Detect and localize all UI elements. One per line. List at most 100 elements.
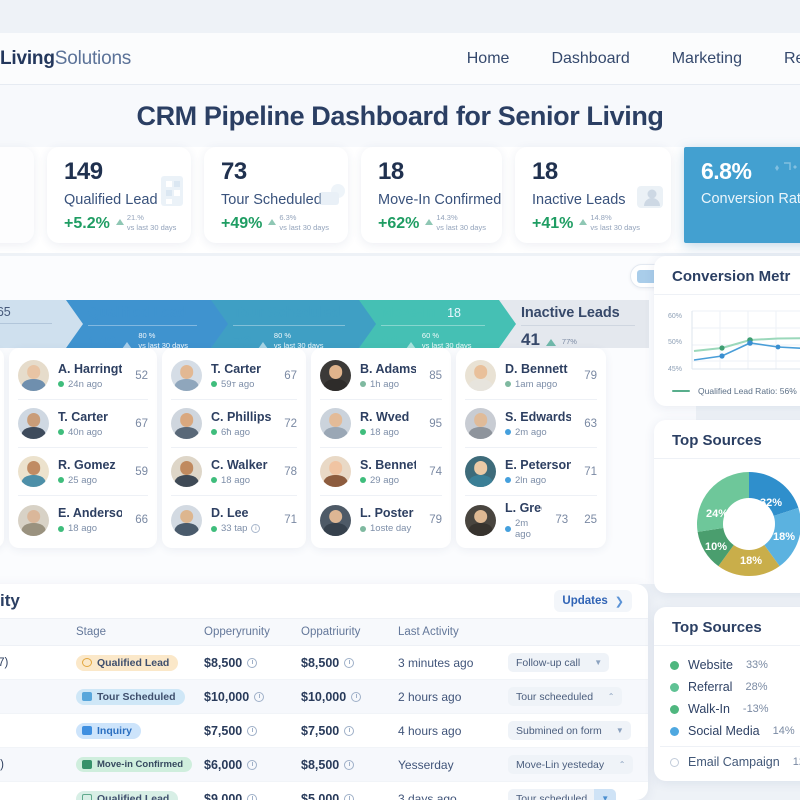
kpi-card-conversion-rate[interactable]: 6.8% Conversion Rate: [684, 147, 800, 243]
nav-link-reports[interactable]: Reports: [783, 49, 800, 67]
pipeline-column-qualified-lead[interactable]: A. Harrington 24n ago 52 T. Carter 40n a…: [9, 348, 157, 548]
kpi-card-partial-left[interactable]: [0, 147, 34, 243]
brand-light: Solutions: [54, 47, 132, 69]
chevron-down-icon[interactable]: ⌃: [607, 692, 615, 701]
updates-button[interactable]: Updates ❯: [554, 590, 632, 612]
avatar: [320, 456, 351, 487]
source-item-walk-in[interactable]: Walk-In -13%: [660, 698, 800, 720]
lead-card[interactable]: T. Carter 59т ago 67: [171, 352, 297, 400]
kpi-card-move-in-confirmed[interactable]: 18 Move-In Confirmed +62% 14.3% vs last …: [361, 147, 502, 243]
top-sources-donut-chart[interactable]: 32% 18% 18% 10% 24%: [689, 465, 800, 583]
table-row[interactable]: ams(23) Inquiry $7,500 $7,500 4 hours ag…: [0, 713, 648, 748]
chevron-down-icon[interactable]: ▼: [594, 658, 603, 667]
stage-header-move-in[interactable]: Move-In 18 18 60 % vs last 30 days: [359, 300, 516, 351]
source-pct: 28%: [745, 681, 768, 693]
avatar: [465, 456, 496, 487]
stage-name: Move-In 18: [381, 305, 461, 321]
table-row[interactable]: rter(27) Tour Scheduled $10,000 $10,000 …: [0, 679, 648, 714]
update-select[interactable]: Submined on form ▼: [508, 721, 631, 740]
kpi-label: Qualified Lead: [64, 192, 158, 208]
conversion-line-chart[interactable]: 60% 50% 45%: [664, 303, 800, 381]
chevron-down-icon[interactable]: ▼: [594, 789, 617, 800]
lead-card[interactable]: C. Walker 18 ago 78: [171, 448, 297, 496]
page-title: CRM Pipeline Dashboard for Senior Living: [136, 100, 664, 131]
lead-name: S. Edwards: [505, 409, 572, 424]
pipeline-column-inactive-leads[interactable]: D. Bennett 1am apgo 79 S. Edwards 2m ago…: [456, 348, 606, 548]
stage-badge[interactable]: Inquiry: [76, 722, 142, 739]
chevron-right-icon: ❯: [614, 595, 624, 608]
table-row[interactable]: mez(23) Qualified Lead $9,000 $5,000 3 d…: [0, 781, 648, 800]
lead-card[interactable]: S. Bennett 29 ago 74: [320, 448, 442, 496]
lead-card[interactable]: D. Lee 33 tap i 71: [171, 496, 297, 544]
lead-time: 1oste day: [360, 523, 416, 534]
lead-card[interactable]: R. Gomez 25 ago 59: [18, 448, 148, 496]
pipeline-column-partial[interactable]: n 57 son 63 74 59: [0, 348, 4, 548]
brand-logo[interactable]: LivingSolutions: [0, 48, 131, 70]
lead-card[interactable]: C. Phillips 6ћ ago 72: [171, 400, 297, 448]
kpi-row: 149 Qualified Lead +5.2% 21.% vs last 30…: [0, 147, 800, 253]
col-header-last-activity[interactable]: Last Activity: [398, 618, 508, 646]
kpi-card-qualified-lead[interactable]: 149 Qualified Lead +5.2% 21.% vs last 30…: [47, 147, 191, 243]
kpi-card-tour-scheduled[interactable]: 73 Tour Scheduled +49% 6.3% vs last 30 d…: [204, 147, 348, 243]
source-item-social-media[interactable]: Social Media 14%: [660, 720, 800, 742]
stage-header-qualified-lead[interactable]: Qualified Lead 149 80 % vs last 30 days: [66, 300, 228, 351]
update-select[interactable]: Tour scheduled ▼: [508, 789, 617, 800]
trend-up-icon: [405, 341, 416, 349]
pipeline-column-move-in[interactable]: B. Adams 1h ago 85 R. Wved 18 ago 95: [311, 348, 451, 548]
source-item-referral[interactable]: Referral 28%: [660, 676, 800, 698]
kpi-card-inactive-leads[interactable]: 18 Inactive Leads +41% 14.8% vs last 30 …: [515, 147, 671, 243]
col-header-opportunity-2[interactable]: Oppatriurity: [301, 618, 398, 646]
lead-score: 95: [429, 417, 442, 430]
series-tour-ratio: [693, 342, 800, 361]
lead-card[interactable]: R. Wved 18 ago 95: [320, 400, 442, 448]
col-header-name[interactable]: [0, 618, 76, 646]
avatar: [465, 504, 496, 536]
nav-link-dashboard[interactable]: Dashboard: [551, 49, 630, 67]
update-select[interactable]: Tour scheeduled ⌃: [508, 687, 623, 706]
source-label: Walk-In: [688, 702, 730, 716]
col-header-update[interactable]: [508, 618, 648, 646]
stage-arrow: [499, 300, 516, 348]
update-select[interactable]: Move-Lin yesteday ⌃: [508, 755, 634, 774]
stage-pct: 60 %: [421, 331, 440, 340]
nav-link-home[interactable]: Home: [466, 49, 510, 67]
col-header-opportunity-1[interactable]: Opperyrunity: [204, 618, 301, 646]
chevron-down-icon[interactable]: ▼: [615, 726, 624, 735]
source-item-email-campaign[interactable]: Email Campaign 12: [660, 746, 800, 773]
lead-card[interactable]: L. Poster 1oste day 79: [320, 496, 442, 544]
stage-badge[interactable]: Qualified Lead: [76, 790, 179, 800]
donut-label-3: 18%: [740, 555, 762, 567]
lead-card[interactable]: A. Harrington 24n ago 52: [18, 352, 148, 400]
clock-icon: [351, 691, 362, 702]
update-select[interactable]: Follow-up call ▼: [508, 653, 610, 672]
stage-header-partial[interactable]: 265 days: [0, 300, 83, 348]
stage-header-tour-scheduled[interactable]: Tour Scheduled 73 80 % vs last 30 days: [211, 300, 376, 351]
info-icon[interactable]: i: [251, 524, 261, 533]
pipeline-column-tour-scheduled[interactable]: T. Carter 59т ago 67 C. Phillips 6ћ ago …: [162, 348, 306, 548]
source-item-website[interactable]: Website 33%: [660, 654, 800, 676]
avatar: [320, 360, 351, 391]
lead-card[interactable]: T. Carter 40n ago 67: [18, 400, 148, 448]
table-row[interactable]: ngton(27) Qualified Lead $8,500 $8,500 3…: [0, 645, 648, 680]
nav-link-marketing[interactable]: Marketing: [671, 49, 742, 67]
lead-name: S. Bennett: [360, 457, 417, 472]
chevron-down-icon[interactable]: ⌃: [618, 760, 626, 769]
activity-table: Stage Opperyrunity Oppatriurity Last Act…: [0, 618, 648, 800]
stage-badge[interactable]: Move-in Confirmed: [76, 757, 193, 772]
lead-card[interactable]: B. Adams 1h ago 85: [320, 352, 442, 400]
avatar: [171, 360, 202, 391]
lead-card[interactable]: D. Bennett 1am apgo 79: [465, 352, 597, 400]
col-header-stage[interactable]: Stage: [76, 618, 204, 646]
table-row[interactable]: nson(27) Move-in Confirmed $6,000 $8,500…: [0, 747, 648, 782]
conversion-metrics-body: 60% 50% 45%: [654, 295, 800, 406]
stage-badge[interactable]: Tour Scheduled: [76, 688, 185, 705]
stage-badge[interactable]: Qualified Lead: [76, 654, 179, 671]
lead-card[interactable]: E. Peterson 2ln ago 71: [465, 448, 597, 496]
lead-time: 2m ago: [505, 518, 542, 540]
lead-card[interactable]: S. Edwards 2m ago 63: [465, 400, 597, 448]
lead-card[interactable]: L. Green 2m ago 73 25: [465, 496, 597, 544]
lead-name: R. Wved: [360, 409, 410, 424]
lead-card[interactable]: E. Anderson 18 ago 66: [18, 496, 148, 544]
stage-header-inactive-leads[interactable]: Inactive Leads 41 77%: [499, 300, 649, 348]
opportunity-value-2: $5,000: [301, 792, 355, 800]
